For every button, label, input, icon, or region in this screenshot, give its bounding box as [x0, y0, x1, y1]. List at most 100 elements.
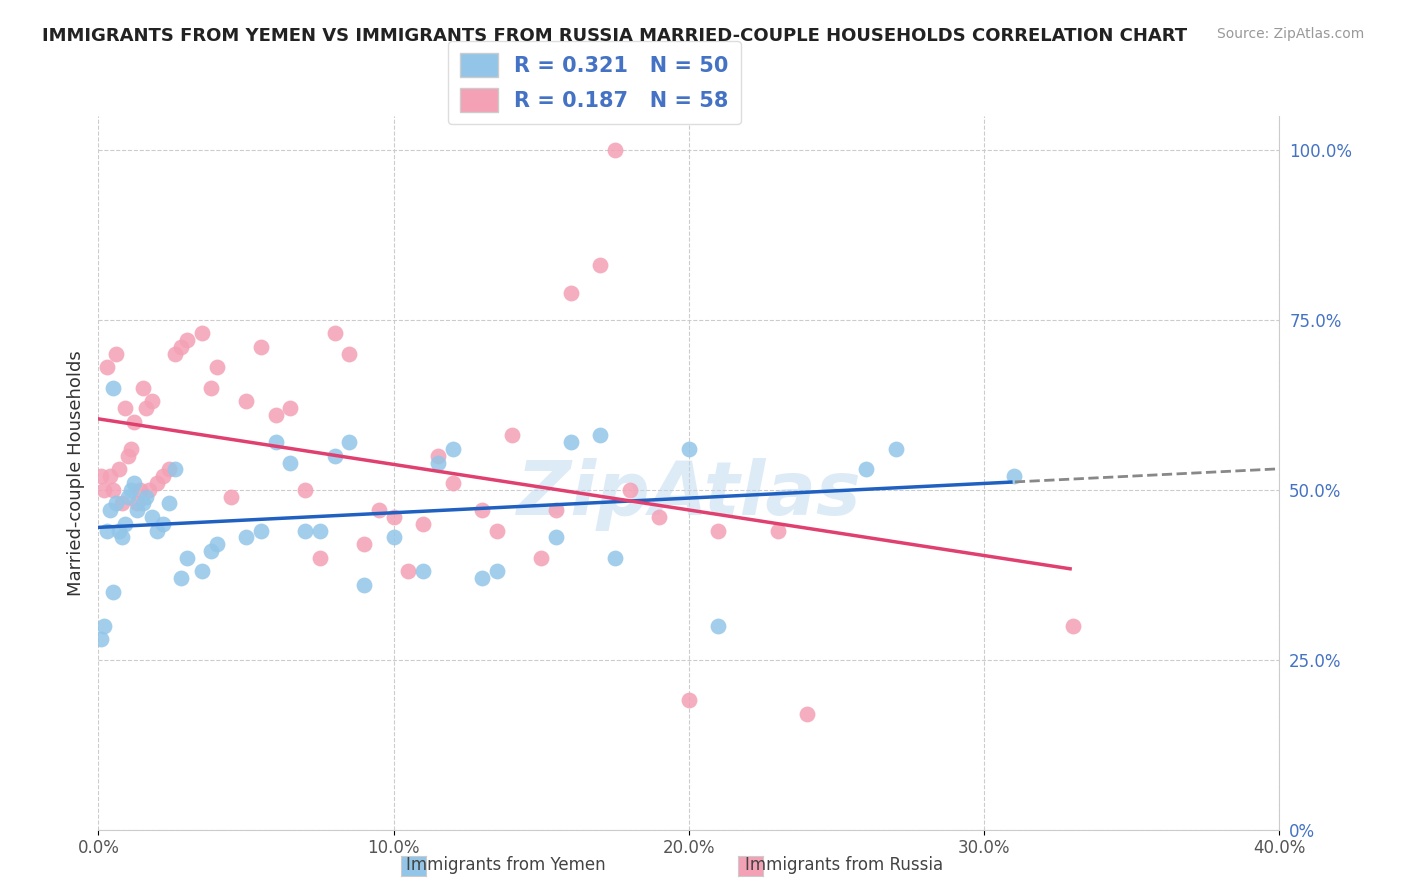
Point: [1002, 469, 1025, 483]
Point: [170, 340, 193, 354]
Point: [501, 428, 523, 442]
Text: IMMIGRANTS FROM YEMEN VS IMMIGRANTS FROM RUSSIA MARRIED-COUPLE HOUSEHOLDS CORREL: IMMIGRANTS FROM YEMEN VS IMMIGRANTS FROM…: [42, 27, 1187, 45]
Point: [108, 524, 131, 538]
Point: [382, 510, 405, 524]
Point: [122, 415, 145, 429]
Point: [111, 496, 134, 510]
Point: [560, 435, 582, 450]
Point: [146, 524, 169, 538]
Point: [170, 571, 193, 585]
Point: [191, 326, 214, 341]
Point: [546, 503, 568, 517]
Point: [132, 496, 155, 510]
Point: [855, 462, 877, 476]
Point: [93, 618, 115, 632]
Point: [427, 456, 450, 470]
Point: [205, 537, 228, 551]
Point: [766, 524, 789, 538]
Point: [235, 530, 257, 544]
Point: [441, 475, 464, 490]
Point: [560, 285, 582, 300]
Point: [412, 516, 434, 531]
Point: [176, 550, 198, 565]
Point: [294, 483, 316, 497]
Text: ZipAtlas: ZipAtlas: [516, 458, 862, 531]
Point: [176, 333, 198, 347]
Point: [309, 550, 332, 565]
Point: [96, 524, 118, 538]
Point: [90, 632, 112, 647]
Point: [114, 516, 136, 531]
Point: [90, 469, 112, 483]
Point: [135, 490, 157, 504]
Point: [98, 503, 121, 517]
Point: [128, 483, 150, 497]
Point: [471, 503, 494, 517]
Point: [1062, 618, 1084, 632]
Point: [105, 347, 128, 361]
Point: [264, 435, 287, 450]
Point: [152, 516, 174, 531]
Legend: R = 0.321   N = 50, R = 0.187   N = 58: R = 0.321 N = 50, R = 0.187 N = 58: [447, 41, 741, 124]
Point: [605, 143, 627, 157]
Point: [93, 483, 115, 497]
Point: [589, 428, 612, 442]
Point: [605, 550, 627, 565]
Point: [96, 360, 118, 375]
Point: [323, 326, 346, 341]
Point: [250, 340, 273, 354]
Point: [146, 475, 169, 490]
Point: [157, 462, 180, 476]
Text: Source: ZipAtlas.com: Source: ZipAtlas.com: [1216, 27, 1364, 41]
Point: [368, 503, 391, 517]
Point: [707, 618, 730, 632]
Point: [105, 496, 128, 510]
Point: [589, 259, 612, 273]
Point: [200, 544, 222, 558]
Point: [141, 394, 163, 409]
Point: [122, 475, 145, 490]
Point: [678, 442, 700, 456]
Point: [200, 381, 222, 395]
Point: [103, 483, 125, 497]
Point: [471, 571, 494, 585]
Text: Immigrants from Yemen: Immigrants from Yemen: [406, 855, 606, 873]
Point: [546, 530, 568, 544]
Point: [278, 401, 302, 416]
Y-axis label: Married-couple Households: Married-couple Households: [66, 350, 84, 596]
Point: [648, 510, 671, 524]
Point: [339, 347, 360, 361]
Point: [111, 530, 134, 544]
Point: [157, 496, 180, 510]
Point: [264, 408, 287, 422]
Point: [191, 564, 214, 578]
Point: [114, 401, 136, 416]
Point: [396, 564, 419, 578]
Point: [796, 706, 818, 721]
Point: [165, 347, 187, 361]
Point: [125, 503, 148, 517]
Point: [135, 401, 157, 416]
Point: [427, 449, 450, 463]
Point: [353, 578, 375, 592]
Point: [132, 381, 155, 395]
Point: [250, 524, 273, 538]
Point: [530, 550, 553, 565]
Point: [486, 524, 509, 538]
Point: [138, 483, 160, 497]
Point: [412, 564, 434, 578]
Point: [117, 490, 139, 504]
Point: [486, 564, 509, 578]
Point: [707, 524, 730, 538]
Point: [219, 490, 242, 504]
Point: [120, 442, 142, 456]
Point: [309, 524, 332, 538]
Point: [103, 584, 125, 599]
Point: [353, 537, 375, 551]
Point: [884, 442, 907, 456]
Point: [205, 360, 228, 375]
Point: [678, 693, 700, 707]
Point: [120, 483, 142, 497]
Point: [103, 381, 125, 395]
Point: [108, 462, 131, 476]
